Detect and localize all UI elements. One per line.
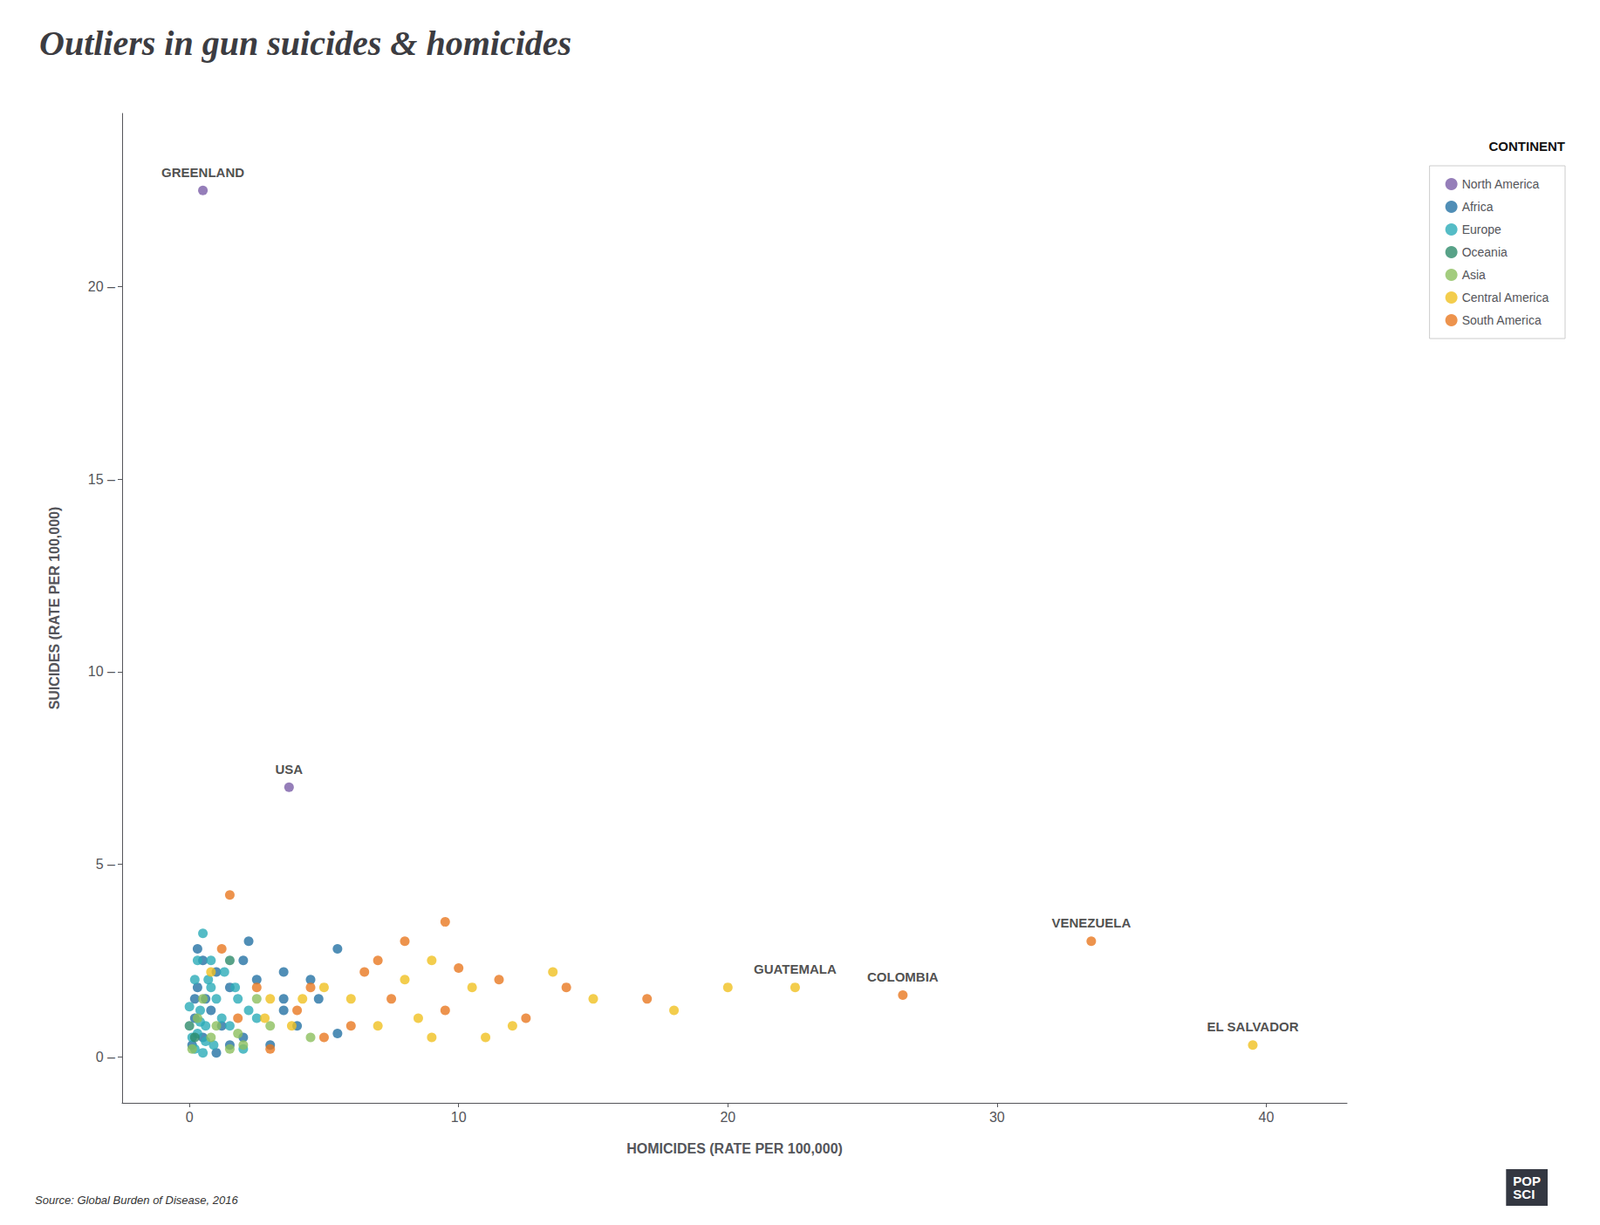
- svg-text:Africa: Africa: [1462, 199, 1494, 214]
- svg-text:30: 30: [989, 1109, 1006, 1125]
- svg-text:20: 20: [719, 1109, 736, 1125]
- svg-text:South America: South America: [1462, 313, 1542, 328]
- svg-text:20 –: 20 –: [88, 279, 116, 295]
- svg-text:GUATEMALA: GUATEMALA: [753, 961, 837, 977]
- svg-text:0 –: 0 –: [95, 1049, 116, 1065]
- svg-text:5 –: 5 –: [95, 856, 116, 872]
- svg-text:Central America: Central America: [1462, 290, 1550, 305]
- svg-text:Oceania: Oceania: [1462, 245, 1508, 260]
- svg-text:SCI: SCI: [1512, 1186, 1535, 1202]
- svg-text:Europe: Europe: [1462, 222, 1502, 237]
- svg-text:CONTINENT: CONTINENT: [1489, 138, 1566, 154]
- svg-text:VENEZUELA: VENEZUELA: [1051, 915, 1131, 930]
- svg-text:0: 0: [185, 1109, 194, 1125]
- svg-text:10: 10: [451, 1109, 467, 1125]
- svg-text:SUICIDES (RATE PER 100,000): SUICIDES (RATE PER 100,000): [47, 506, 62, 711]
- svg-text:GREENLAND: GREENLAND: [161, 164, 245, 180]
- svg-text:POP: POP: [1513, 1173, 1541, 1189]
- svg-text:Asia: Asia: [1462, 267, 1486, 282]
- svg-text:40: 40: [1258, 1109, 1275, 1125]
- svg-text:10 –: 10 –: [88, 663, 116, 679]
- svg-text:North America: North America: [1462, 177, 1540, 192]
- svg-text:HOMICIDES (RATE PER 100,000): HOMICIDES (RATE PER 100,000): [626, 1141, 843, 1156]
- svg-text:Source: Global Burden of Disea: Source: Global Burden of Disease, 2016: [34, 1193, 239, 1207]
- svg-text:COLOMBIA: COLOMBIA: [867, 969, 939, 985]
- svg-text:USA: USA: [274, 761, 303, 777]
- svg-text:15 –: 15 –: [88, 471, 116, 487]
- svg-text:Outliers in gun suicides & hom: Outliers in gun suicides & homicides: [39, 23, 572, 63]
- svg-text:EL SALVADOR: EL SALVADOR: [1206, 1018, 1299, 1034]
